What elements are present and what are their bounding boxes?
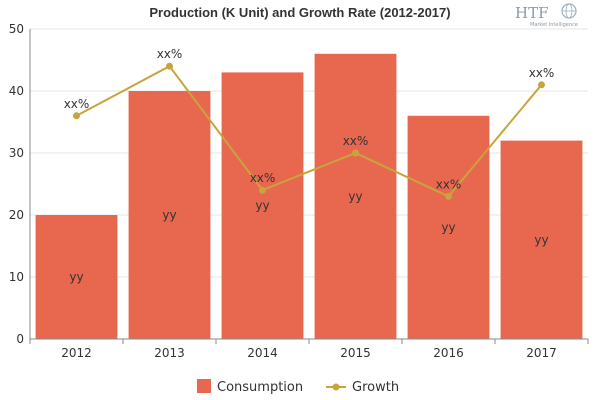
y-tick-label: 10: [9, 270, 24, 284]
growth-point-2014: [259, 186, 266, 194]
y-tick-label: 30: [9, 146, 24, 160]
bar-2017: [500, 140, 583, 339]
legend-growth-marker: [332, 383, 340, 391]
bar-data-label: yy: [534, 233, 548, 247]
legend-consumption-swatch: [197, 379, 211, 393]
x-tick-label: 2016: [433, 346, 464, 360]
y-tick-label: 20: [9, 208, 24, 222]
data-labels: yy yy yy yy yy yy xx% xx% xx% xx% xx% xx%: [64, 47, 555, 284]
axes: 0 10 20 30 40 50 2012 2013 2014 2015 2016 2017: [9, 22, 589, 360]
bar-data-label: yy: [162, 208, 176, 222]
growth-data-label: xx%: [250, 171, 276, 185]
growth-point-2015: [352, 149, 359, 157]
growth-point-2012: [73, 112, 80, 120]
logo: HTF Market Intelligence: [515, 3, 578, 28]
y-tick-label: 40: [9, 84, 24, 98]
bar-2016: [407, 115, 490, 339]
legend: Consumption Growth: [197, 379, 399, 395]
growth-point-2016: [445, 192, 452, 200]
bars: [35, 53, 583, 340]
growth-line: [73, 62, 545, 200]
growth-data-label: xx%: [436, 177, 462, 191]
globe-icon: [561, 3, 577, 19]
growth-data-label: xx%: [343, 134, 369, 148]
y-tick-label: 50: [9, 22, 24, 36]
bar-2015: [314, 53, 397, 340]
bar-data-label: yy: [69, 270, 83, 284]
growth-point-2017: [538, 81, 545, 89]
x-tick-label: 2012: [61, 346, 92, 360]
logo-text: HTF: [515, 4, 549, 22]
x-tick-label: 2013: [154, 346, 185, 360]
bar-2014: [221, 72, 304, 340]
y-tick-label: 0: [16, 332, 24, 346]
growth-data-label: xx%: [64, 97, 90, 111]
gridlines: [30, 28, 588, 278]
bar-data-label: yy: [441, 220, 455, 234]
bar-data-label: yy: [348, 189, 362, 203]
bar-2012: [35, 215, 118, 339]
x-tick-label: 2014: [247, 346, 278, 360]
growth-series-line: [76, 64, 543, 198]
x-tick-label: 2015: [340, 346, 371, 360]
bar-data-label: yy: [255, 199, 269, 213]
growth-data-label: xx%: [157, 47, 183, 61]
logo-subtext: Market Intelligence: [530, 22, 578, 28]
chart-title: Production (K Unit) and Growth Rate (201…: [149, 5, 450, 20]
legend-growth-label: Growth: [352, 380, 399, 395]
x-tick-label: 2017: [526, 346, 557, 360]
growth-point-2013: [166, 62, 173, 70]
legend-consumption-label: Consumption: [217, 380, 303, 395]
growth-data-label: xx%: [529, 66, 555, 80]
bar-2013: [128, 91, 211, 339]
